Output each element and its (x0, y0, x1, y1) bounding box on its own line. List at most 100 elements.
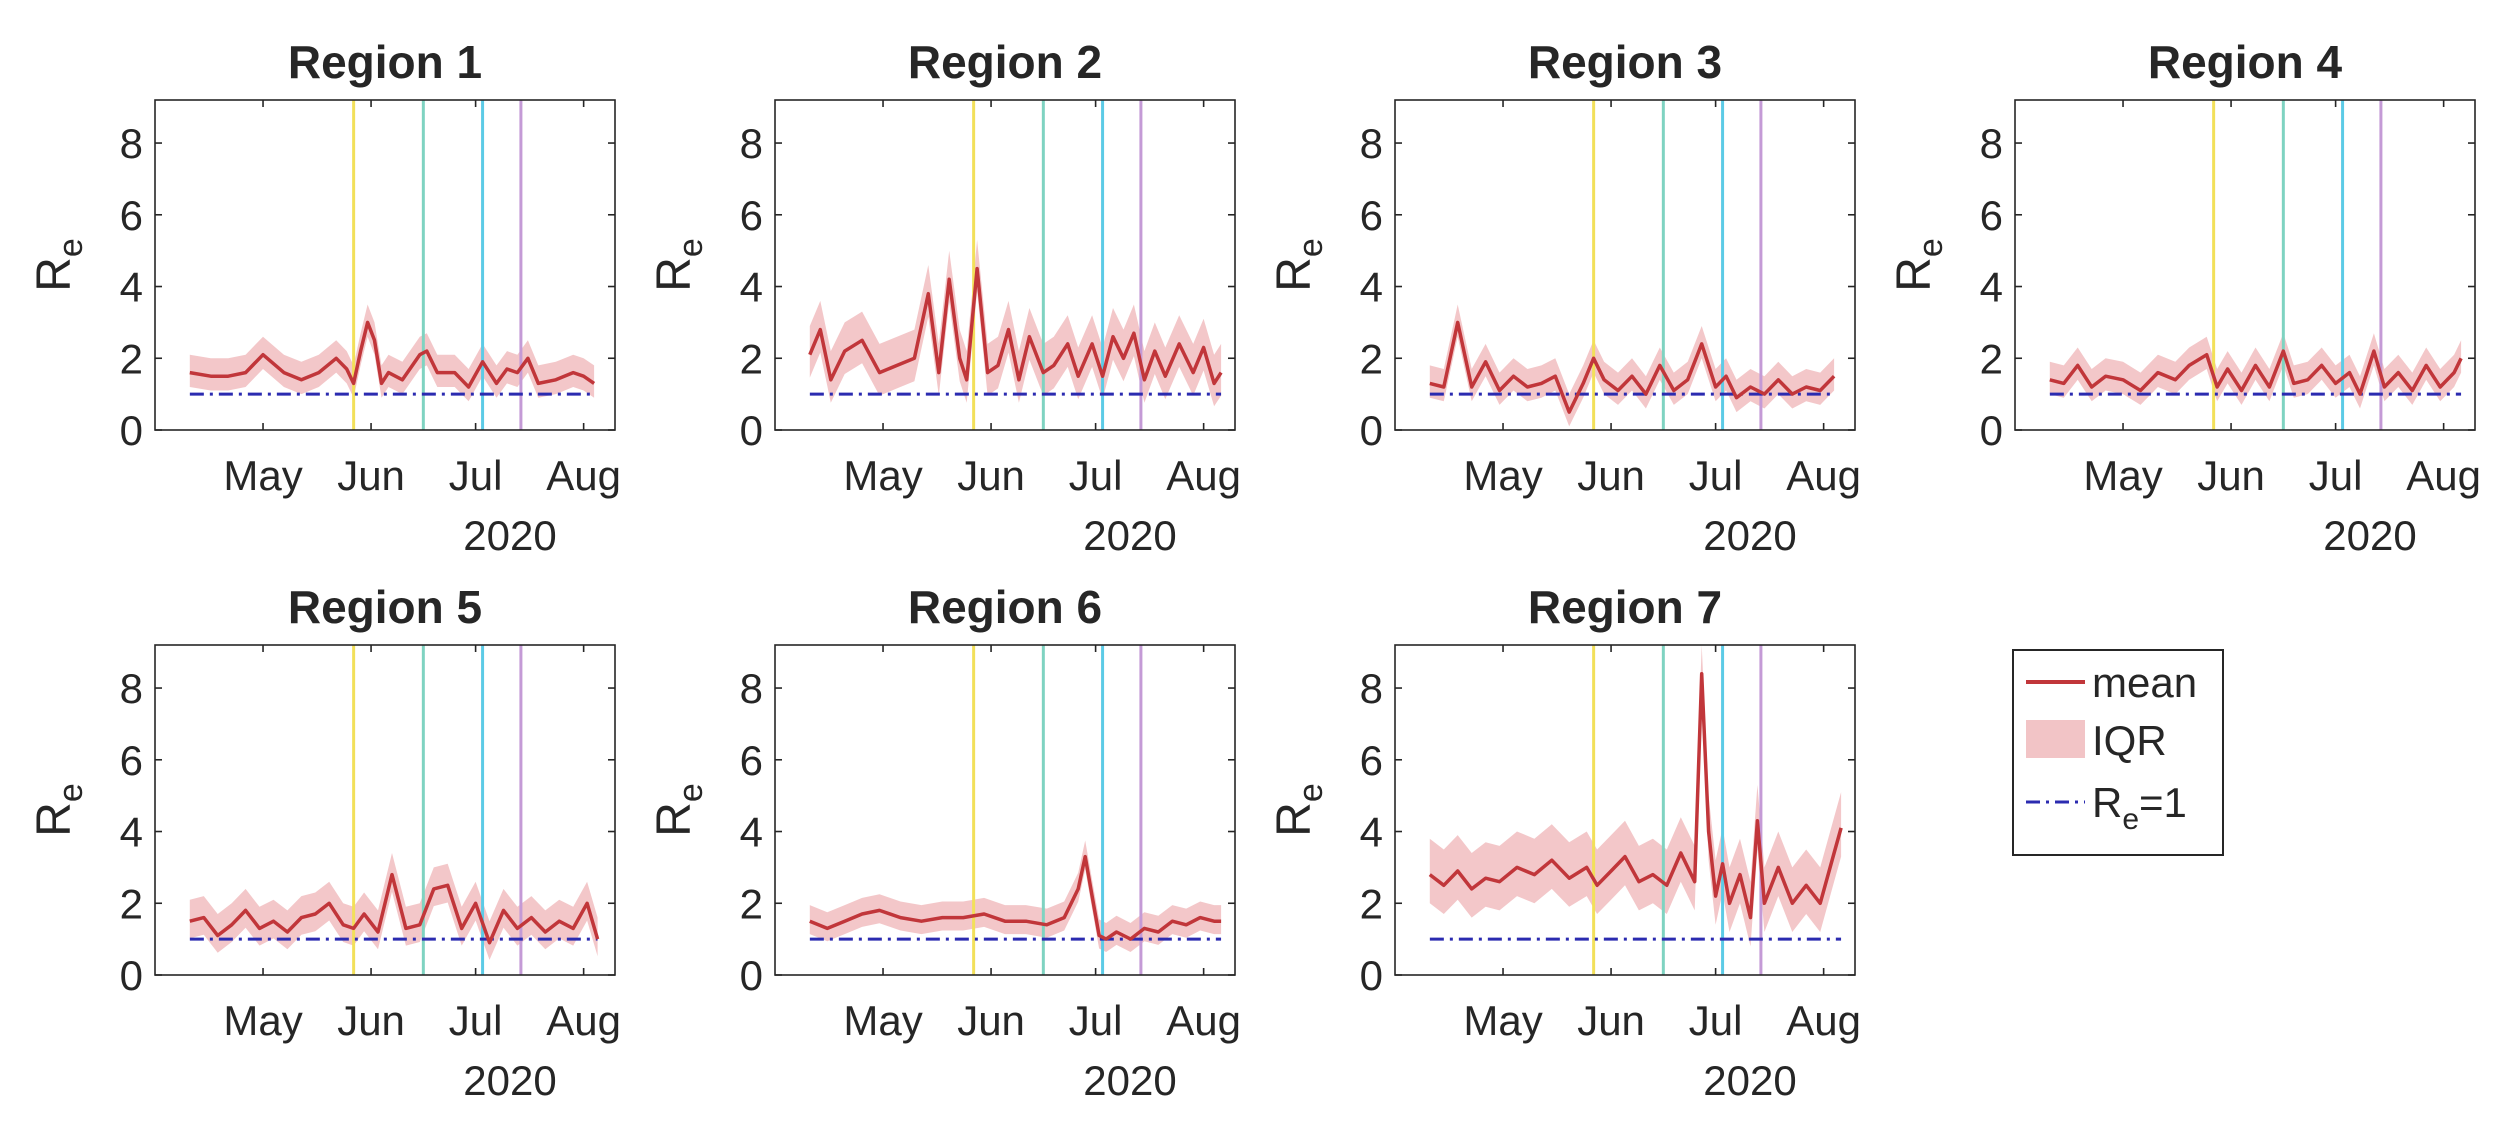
legend-ref-sub: e (2122, 803, 2139, 836)
x-tick-label: Aug (1166, 452, 1241, 499)
y-axis-label-main: R (1268, 257, 1321, 292)
x-year-label: 2020 (463, 1057, 556, 1104)
x-tick-label: May (223, 997, 302, 1044)
mean-line (809, 854, 1222, 941)
y-axis-label: Re (1888, 238, 1950, 292)
x-tick-label: Aug (546, 997, 621, 1044)
x-tick-label: Aug (1786, 997, 1861, 1044)
y-tick-label: 0 (740, 952, 763, 999)
y-tick-label: 8 (120, 665, 143, 712)
y-tick-label: 2 (1360, 335, 1383, 382)
y-axis-label: Re (28, 783, 90, 837)
y-axis-label: Re (648, 783, 710, 837)
legend-iqr-swatch (2026, 720, 2085, 758)
mean-line (1428, 671, 1843, 920)
y-tick-label: 2 (1360, 880, 1383, 927)
y-axis-label-main: R (1268, 802, 1321, 837)
mean-line (1429, 320, 1836, 414)
y-tick-label: 6 (1360, 737, 1383, 784)
y-axis-label: Re (648, 238, 710, 292)
y-axis-label-sub: e (52, 238, 90, 257)
y-tick-label: 0 (1980, 407, 2003, 454)
x-tick-label: Jun (2197, 452, 2265, 499)
y-tick-label: 6 (740, 192, 763, 239)
x-tick-label: Jul (449, 997, 503, 1044)
panel-region-3: 0 2 4 6 8 May Jun Jul Aug 2020 Region 3 Re (1268, 36, 1861, 559)
x-year-label: 2020 (1083, 1057, 1176, 1104)
panel-region-5: 0 2 4 6 8 May Jun Jul Aug 2020 Region 5 Re (28, 581, 621, 1104)
x-tick-label: Jun (1577, 997, 1645, 1044)
x-year-label: 2020 (1703, 1057, 1796, 1104)
y-tick-label: 4 (740, 264, 763, 311)
x-tick-label: May (2083, 452, 2162, 499)
x-tick-label: Aug (2406, 452, 2481, 499)
y-axis-label: Re (1268, 238, 1330, 292)
panel-region-6: 0 2 4 6 8 May Jun Jul Aug 2020 Region 6 Re (648, 581, 1241, 1104)
iqr-band (189, 304, 595, 402)
y-tick-label: 6 (120, 737, 143, 784)
y-axis-label-main: R (648, 257, 701, 292)
panel-title: Region 7 (1528, 581, 1722, 633)
panel-title: Region 5 (288, 581, 482, 633)
y-tick-label: 0 (120, 407, 143, 454)
legend-ref-tail: =1 (2139, 779, 2187, 826)
y-tick-label: 0 (1360, 952, 1383, 999)
axes-box (154, 644, 616, 976)
y-tick-label: 2 (120, 335, 143, 382)
y-tick-label: 6 (740, 737, 763, 784)
x-year-label: 2020 (463, 512, 556, 559)
y-tick-label: 8 (1980, 120, 2003, 167)
y-axis-label-sub: e (672, 238, 710, 257)
y-tick-label: 8 (120, 120, 143, 167)
x-tick-label: Jul (2309, 452, 2363, 499)
panel-region-2: 0 2 4 6 8 May Jun Jul Aug 2020 Region 2 Re (648, 36, 1241, 559)
y-tick-label: 2 (740, 335, 763, 382)
y-tick-label: 4 (120, 809, 143, 856)
x-tick-label: May (223, 452, 302, 499)
x-tick-label: Aug (1166, 997, 1241, 1044)
mean-line (808, 266, 1223, 386)
x-tick-label: Jul (1689, 452, 1743, 499)
panel-title: Region 2 (908, 36, 1102, 88)
y-axis-label-sub: e (672, 783, 710, 802)
x-year-label: 2020 (1703, 512, 1796, 559)
iqr-band (2049, 333, 2462, 409)
x-tick-label: Aug (546, 452, 621, 499)
axes-box (774, 644, 1236, 976)
axes-box (774, 99, 1236, 431)
panel-region-4: 0 2 4 6 8 May Jun Jul Aug 2020 Region 4 Re (1888, 36, 2481, 559)
panel-title: Region 6 (908, 581, 1102, 633)
iqr-band (189, 853, 598, 960)
legend-ref-main: R (2092, 779, 2122, 826)
mean-line (189, 872, 600, 945)
y-tick-label: 4 (1980, 264, 2003, 311)
x-tick-label: May (1463, 452, 1542, 499)
x-tick-label: Jun (957, 997, 1025, 1044)
x-tick-label: May (1463, 997, 1542, 1044)
iqr-band (809, 239, 1222, 407)
x-tick-label: Jul (1069, 452, 1123, 499)
x-tick-label: Aug (1786, 452, 1861, 499)
mean-line (2049, 349, 2463, 396)
legend-iqr-label: IQR (2092, 717, 2167, 764)
axes-box (1394, 644, 1856, 976)
y-tick-label: 8 (1360, 665, 1383, 712)
legend: mean IQR Re=1 (2012, 649, 2224, 856)
y-tick-label: 4 (1360, 264, 1383, 311)
x-tick-label: May (843, 452, 922, 499)
y-axis-label-main: R (28, 802, 81, 837)
y-tick-label: 4 (1360, 809, 1383, 856)
x-tick-label: Jul (1069, 997, 1123, 1044)
x-year-label: 2020 (2323, 512, 2416, 559)
panel-title: Region 1 (288, 36, 482, 88)
y-axis-label-main: R (648, 802, 701, 837)
y-axis-label-sub: e (52, 783, 90, 802)
panel-region-7: 0 2 4 6 8 May Jun Jul Aug 2020 Region 7 Re (1268, 581, 1861, 1104)
y-axis-label-main: R (28, 257, 81, 292)
x-tick-label: Jun (957, 452, 1025, 499)
x-tick-label: Jul (449, 452, 503, 499)
y-tick-label: 4 (740, 809, 763, 856)
y-tick-label: 0 (120, 952, 143, 999)
